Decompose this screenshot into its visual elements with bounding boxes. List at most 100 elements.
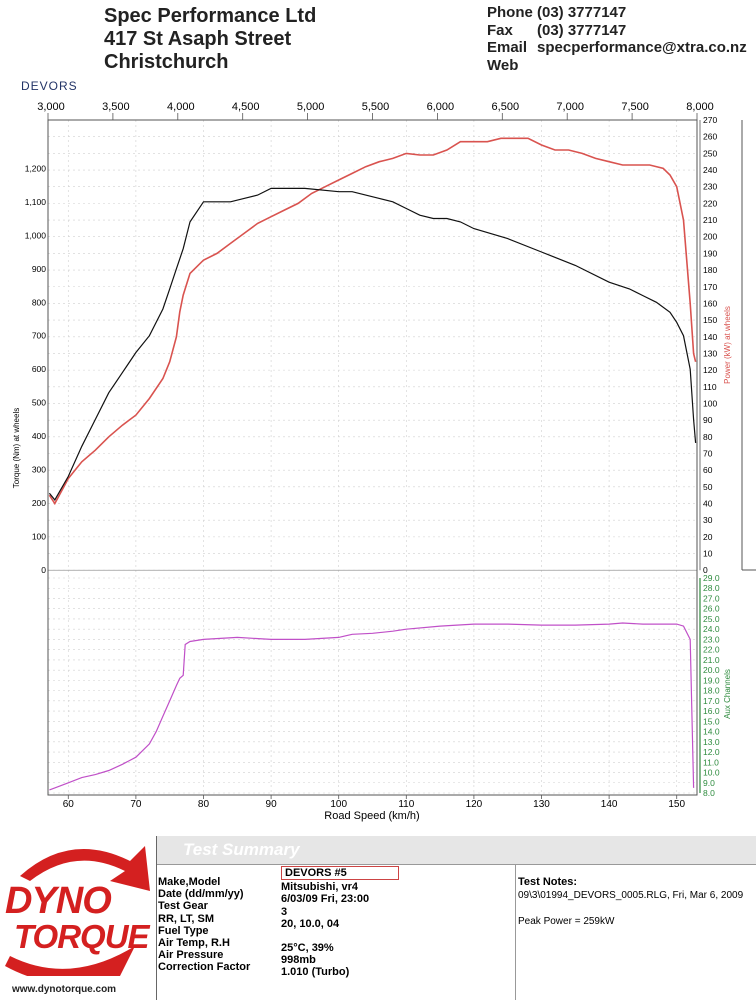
contact-block: Phone (03) 3777147 Fax (03) 3777147 Email s… (487, 4, 747, 74)
aux-tick-label: 23.0 (703, 634, 720, 644)
torque-tick-label: 1,100 (25, 197, 47, 207)
phone-value: (03) 3777147 (537, 4, 627, 21)
aux-tick-label: 27.0 (703, 593, 720, 603)
power-tick-label: 150 (703, 315, 717, 325)
power-tick-label: 180 (703, 265, 717, 275)
torque-tick-label: 400 (32, 431, 46, 441)
aux-tick-label: 28.0 (703, 583, 720, 593)
power-tick-label: 160 (703, 298, 717, 308)
power-tick-label: 200 (703, 232, 717, 242)
speed-tick-label: 140 (601, 799, 618, 810)
aux-tick-label: 11.0 (703, 757, 719, 767)
company-name: Spec Performance Ltd (104, 5, 317, 27)
rpm-tick-label: 8,000 (686, 101, 714, 113)
speed-axis: 60 70 80 90 100 110 120 130 140 150 (63, 795, 685, 810)
torque-tick-label: 200 (32, 498, 46, 508)
fax-value: (03) 3777147 (537, 21, 627, 39)
rpm-tick-label: 4,000 (167, 101, 195, 113)
torque-tick-label: 0 (41, 565, 46, 575)
power-tick-label: 80 (703, 432, 713, 442)
aux-axis-label: Aux Channels (723, 669, 732, 719)
dynotorque-logo: DYNO TORQUE www.dynotorque.com (0, 836, 157, 1000)
field-value-air-pressure: 998mb (281, 954, 316, 967)
field-value-fuel (281, 930, 399, 942)
rpm-tick-label: 3,500 (102, 101, 130, 113)
rpm-tick-label: 7,500 (621, 101, 649, 113)
power-tick-label: 120 (703, 365, 717, 375)
field-value-correction: 1.010 (Turbo) (281, 966, 350, 979)
company-city: Christchurch (104, 51, 229, 73)
email-value: specperformance@xtra.co.nz (537, 39, 747, 56)
speed-tick-label: 60 (63, 799, 75, 810)
phone-label: Phone (487, 4, 533, 21)
power-tick-label: 170 (703, 282, 717, 292)
run-label: DEVORS (21, 79, 78, 93)
aux-tick-label: 22.0 (703, 645, 720, 655)
speed-tick-label: 120 (466, 799, 483, 810)
web-label: Web (487, 56, 519, 74)
aux-tick-label: 15.0 (703, 716, 720, 726)
field-label-air-temp: Air Temp, R.H (158, 937, 230, 950)
aux-tick-label: 26.0 (703, 604, 720, 614)
field-label-correction: Correction Factor (158, 961, 251, 974)
notes-divider (515, 864, 516, 1000)
field-value-air-temp: 25°C, 39% (281, 942, 334, 955)
power-tick-label: 270 (703, 115, 717, 125)
power-tick-label: 10 (703, 549, 713, 559)
aux-tick-label: 10.0 (703, 768, 720, 778)
field-label-make: Make,Model (158, 876, 221, 888)
aux-tick-label: 20.0 (703, 665, 720, 675)
power-tick-label: 30 (703, 515, 713, 525)
summary-title: Test Summary (183, 840, 300, 859)
aux-tick-label: 18.0 (703, 686, 720, 696)
power-tick-label: 230 (703, 182, 717, 192)
torque-line (48, 187, 697, 501)
summary-labels: Make,Model Date (dd/mm/yy) Test Gear RR,… (158, 876, 250, 974)
field-value-make: Mitsubishi, vr4 (281, 881, 359, 894)
rpm-tick-label: 5,500 (362, 101, 390, 113)
logo-url: www.dynotorque.com (12, 984, 117, 995)
torque-axis: 0 100 200 300 400 500 600 700 800 900 1,000 1,100 1,… (25, 163, 47, 575)
test-notes: Test Notes: 09\3\01994_DEVORS_0005.RLG, … (518, 876, 743, 928)
power-tick-label: 20 (703, 532, 713, 542)
power-tick-label: 130 (703, 348, 717, 358)
torque-tick-label: 800 (32, 297, 46, 307)
aux-tick-label: 25.0 (703, 614, 720, 624)
series (48, 137, 697, 791)
speed-tick-label: 80 (198, 799, 210, 810)
fax-label: Fax (487, 21, 513, 39)
aux-tick-label: 8.0 (703, 788, 715, 798)
torque-tick-label: 300 (32, 465, 46, 475)
power-tick-label: 50 (703, 482, 713, 492)
aux-tick-label: 16.0 (703, 706, 720, 716)
aux-tick-label: 17.0 (703, 696, 720, 706)
rpm-axis: 3,000 3,500 4,000 4,500 5,000 5,500 6,000 6,500… (37, 101, 714, 120)
aux-line (49, 622, 695, 791)
aux-axis: 8.09.010.011.012.013.014.015.016.017.018… (699, 573, 720, 798)
power-axis: 0 10 20 30 40 50 60 70 80 90 100 110 120 130 140 150 160… (699, 115, 717, 575)
power-tick-label: 210 (703, 215, 717, 225)
aux-tick-label: 9.0 (703, 778, 715, 788)
speed-tick-label: 130 (533, 799, 550, 810)
power-tick-label: 0 (703, 565, 708, 575)
torque-tick-label: 1,200 (25, 163, 47, 173)
rpm-tick-label: 5,000 (297, 101, 325, 113)
power-tick-label: 90 (703, 415, 713, 425)
notes-file: 09\3\01994_DEVORS_0005.RLG, Fri, Mar 6, … (518, 890, 744, 901)
aux-tick-label: 12.0 (703, 747, 720, 757)
power-tick-label: 260 (703, 132, 717, 142)
plot-frame (47, 119, 698, 796)
company-street: 417 St Asaph Street (104, 28, 292, 50)
grid (48, 119, 697, 795)
torque-axis-label: Torque (Nm) at wheels (12, 408, 21, 488)
torque-tick-label: 900 (32, 264, 46, 274)
speed-tick-label: 100 (330, 799, 347, 810)
power-tick-label: 100 (703, 398, 717, 408)
aux-tick-label: 21.0 (703, 655, 720, 665)
power-tick-label: 140 (703, 332, 717, 342)
power-tick-label: 110 (703, 382, 717, 392)
speed-tick-label: 90 (266, 799, 278, 810)
field-value-gear: 3 (281, 905, 288, 918)
field-label-air-pressure: Air Pressure (158, 949, 224, 962)
logo-text-torque: TORQUE (14, 918, 150, 955)
